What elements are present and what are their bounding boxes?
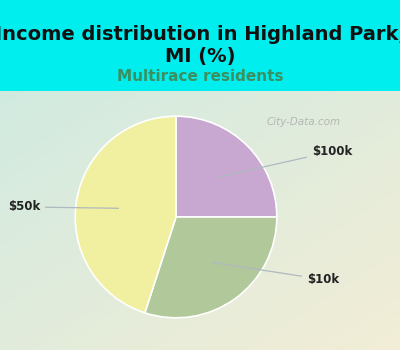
Wedge shape	[176, 116, 277, 217]
Text: Income distribution in Highland Park,
MI (%): Income distribution in Highland Park, MI…	[0, 26, 400, 66]
Wedge shape	[145, 217, 277, 318]
Text: $50k: $50k	[8, 201, 118, 214]
Text: City-Data.com: City-Data.com	[267, 117, 341, 127]
Text: Multirace residents: Multirace residents	[117, 69, 283, 84]
Text: $100k: $100k	[218, 145, 352, 177]
Text: $10k: $10k	[211, 262, 339, 286]
Wedge shape	[75, 116, 176, 313]
